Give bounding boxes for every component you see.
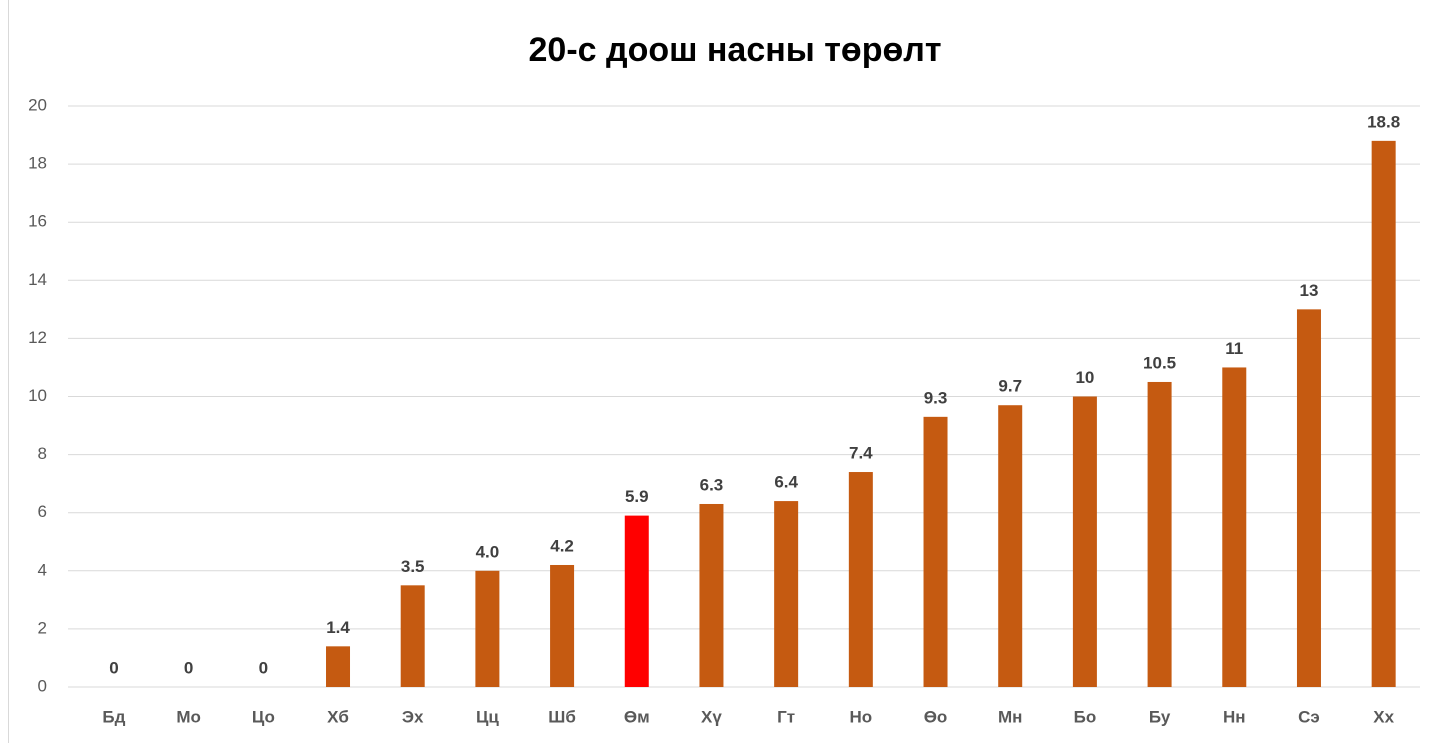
- bar: [624, 515, 649, 687]
- bar: [475, 570, 500, 687]
- bar: [998, 405, 1023, 687]
- y-tick-label: 8: [38, 444, 47, 463]
- bar: [1371, 140, 1396, 688]
- x-tick-label: Мн: [998, 707, 1022, 726]
- data-label: 0: [259, 658, 268, 677]
- bar: [326, 646, 351, 687]
- x-tick-label: Бд: [102, 707, 125, 726]
- data-label: 1.4: [326, 618, 350, 637]
- x-tick-label: Эх: [402, 707, 424, 726]
- x-tick-label: Мо: [176, 707, 201, 726]
- data-label: 7.4: [849, 444, 873, 463]
- y-tick-label: 4: [38, 560, 47, 579]
- x-tick-label: Шб: [548, 707, 576, 726]
- data-label: 4.0: [476, 542, 500, 561]
- bar: [923, 416, 948, 687]
- y-tick-label: 10: [28, 386, 47, 405]
- x-tick-label: Хү: [701, 707, 722, 726]
- y-tick-label: 20: [28, 95, 47, 114]
- data-label: 0: [184, 658, 193, 677]
- data-label: 10.5: [1143, 353, 1176, 372]
- bar: [774, 501, 799, 687]
- data-label: 3.5: [401, 557, 425, 576]
- x-tick-label: Сэ: [1298, 707, 1320, 726]
- data-label: 0: [109, 658, 118, 677]
- x-tick-label: Хб: [327, 707, 349, 726]
- y-tick-label: 12: [28, 328, 47, 347]
- y-tick-label: 2: [38, 618, 47, 637]
- bar: [550, 564, 575, 687]
- bar: [699, 503, 724, 687]
- x-tick-label: Хх: [1373, 707, 1394, 726]
- data-label: 6.4: [774, 473, 798, 492]
- x-tick-label: Нн: [1223, 707, 1246, 726]
- bar: [1072, 396, 1097, 687]
- x-tick-label: Гт: [777, 707, 795, 726]
- bar: [400, 585, 425, 687]
- x-tick-label: Цо: [252, 707, 275, 726]
- x-tick-label: Бо: [1074, 707, 1097, 726]
- data-label: 4.2: [550, 536, 574, 555]
- x-tick-label: Өо: [924, 707, 948, 726]
- data-label: 13: [1300, 281, 1319, 300]
- bar: [848, 472, 873, 687]
- data-label: 9.3: [924, 388, 948, 407]
- x-tick-label: Бу: [1149, 707, 1171, 726]
- y-tick-label: 6: [38, 502, 47, 521]
- bar: [1222, 367, 1247, 687]
- data-label: 10: [1075, 368, 1094, 387]
- data-label: 9.7: [998, 377, 1022, 396]
- y-tick-label: 14: [28, 270, 47, 289]
- x-tick-label: Цц: [476, 707, 499, 726]
- x-tick-label: Өм: [624, 707, 650, 726]
- chart-title: 20-с доош насны төрөлт: [529, 31, 942, 69]
- bar: [1296, 309, 1321, 687]
- y-tick-label: 18: [28, 154, 47, 173]
- data-label: 5.9: [625, 487, 649, 506]
- y-tick-label: 16: [28, 212, 47, 231]
- data-label: 11: [1225, 339, 1243, 358]
- x-tick-label: Но: [849, 707, 872, 726]
- data-label: 18.8: [1367, 112, 1400, 131]
- y-tick-label: 0: [38, 676, 47, 695]
- data-label: 6.3: [700, 475, 724, 494]
- bar: [1147, 381, 1172, 687]
